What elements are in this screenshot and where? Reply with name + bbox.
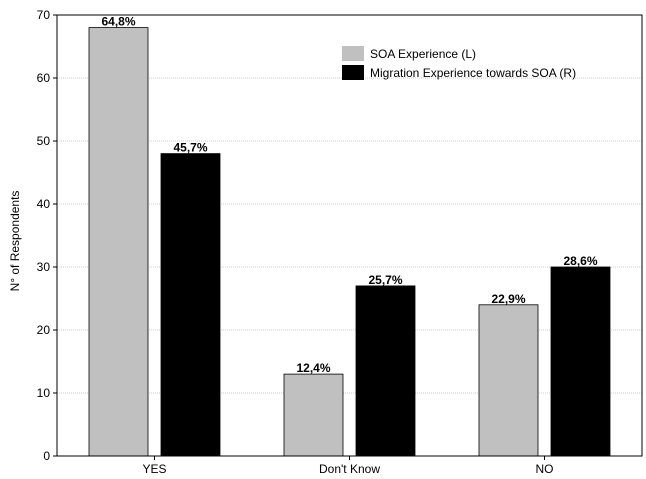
- plot-frame: [56, 14, 643, 457]
- bar: [478, 304, 539, 457]
- bar: [550, 266, 611, 457]
- legend-swatch: [342, 65, 364, 80]
- data-label: 25,7%: [368, 273, 402, 287]
- bar: [160, 153, 221, 457]
- data-label: 28,6%: [563, 254, 597, 268]
- y-tick-label: 60: [37, 71, 51, 85]
- x-tick-label: Don't Know: [319, 462, 380, 476]
- bar: [88, 27, 149, 457]
- y-tick-label: 40: [37, 197, 51, 211]
- data-label: 64,8%: [101, 15, 135, 29]
- legend-label: Migration Experience towards SOA (R): [370, 66, 576, 80]
- y-axis-title: N° of Respondents: [8, 191, 22, 292]
- data-label: 22,9%: [491, 292, 525, 306]
- y-tick-label: 50: [37, 134, 51, 148]
- y-tick-label: 10: [37, 386, 51, 400]
- y-tick-label: 30: [37, 260, 51, 274]
- bar: [283, 373, 344, 457]
- legend: SOA Experience (L) Migration Experience t…: [342, 46, 576, 80]
- data-label: 12,4%: [296, 361, 330, 375]
- data-labels: 64,8% 45,7% 12,4% 25,7% 22,9% 28,6%: [101, 15, 597, 376]
- y-tick-label: 0: [43, 449, 50, 463]
- x-tick-label: YES: [142, 462, 166, 476]
- legend-label: SOA Experience (L): [370, 47, 476, 61]
- bars: [88, 27, 611, 457]
- axes: 0 10 20 30 40 50 60 70 YES Don't Know NO: [37, 8, 643, 476]
- y-tick-label: 20: [37, 323, 51, 337]
- y-tick-label: 70: [37, 8, 51, 22]
- x-tick-label: NO: [536, 462, 554, 476]
- bar: [355, 285, 416, 457]
- legend-swatch: [342, 46, 364, 61]
- data-label: 45,7%: [173, 141, 207, 155]
